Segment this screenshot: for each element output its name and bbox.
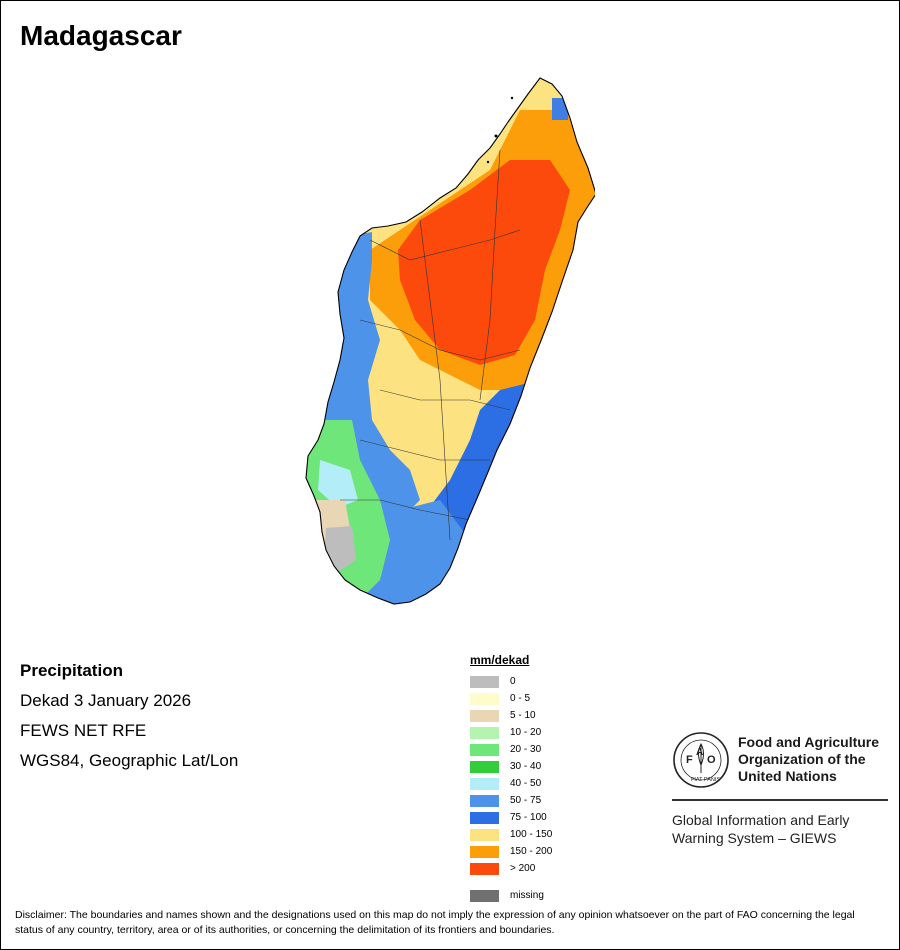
fao-motto: FIAT PANIS bbox=[691, 777, 720, 783]
svg-text:A: A bbox=[696, 747, 703, 758]
legend-title: mm/dekad bbox=[470, 653, 530, 667]
legend-swatch bbox=[470, 828, 499, 841]
legend-swatch bbox=[470, 862, 499, 875]
fao-name-line-3: United Nations bbox=[738, 768, 837, 784]
source-label: FEWS NET RFE bbox=[20, 721, 147, 740]
svg-text:F: F bbox=[686, 754, 693, 766]
legend-gap bbox=[470, 877, 552, 887]
legend-label: 20 - 30 bbox=[510, 744, 542, 755]
legend-item: 20 - 30 bbox=[470, 741, 552, 758]
legend-swatch bbox=[470, 726, 499, 739]
legend-swatch bbox=[470, 760, 499, 773]
map-info: Precipitation Dekad 3 January 2026 FEWS … bbox=[20, 656, 238, 776]
legend-label: 150 - 200 bbox=[510, 846, 553, 857]
legend-item: 75 - 100 bbox=[470, 809, 552, 826]
legend-swatch-missing bbox=[470, 889, 499, 902]
legend: mm/dekad 0 0 - 5 5 - 10 10 - 20 20 - 30 30 - … bbox=[470, 653, 552, 904]
legend-item: 10 - 20 bbox=[470, 724, 552, 741]
legend-swatch bbox=[470, 777, 499, 790]
legend-label: > 200 bbox=[510, 863, 536, 874]
legend-label: 50 - 75 bbox=[510, 795, 542, 806]
legend-swatch bbox=[470, 845, 499, 858]
fao-name-line-2: Organization of the bbox=[738, 751, 866, 767]
legend-label: 0 - 5 bbox=[510, 693, 531, 704]
legend-label-missing: missing bbox=[510, 890, 544, 901]
legend-swatch bbox=[470, 811, 499, 824]
legend-label: 0 bbox=[510, 676, 516, 687]
legend-swatch bbox=[470, 692, 499, 705]
legend-label: 40 - 50 bbox=[510, 778, 542, 789]
disclaimer: Disclaimer: The boundaries and names sho… bbox=[15, 909, 855, 936]
legend-item-missing: missing bbox=[470, 887, 552, 904]
legend-swatch bbox=[470, 794, 499, 807]
legend-item: 0 bbox=[470, 673, 552, 690]
giews-line-2: Warning System – GIEWS bbox=[672, 830, 837, 846]
madagascar-precipitation-map bbox=[305, 77, 595, 605]
giews-name: Global Information and Early Warning Sys… bbox=[672, 811, 888, 847]
legend-item: 0 - 5 bbox=[470, 690, 552, 707]
legend-item: > 200 bbox=[470, 860, 552, 877]
legend-item: 100 - 150 bbox=[470, 826, 552, 843]
fao-branding: F A O FIAT PANIS Food and Agriculture Or… bbox=[672, 731, 888, 847]
legend-swatch bbox=[470, 709, 499, 722]
legend-item: 150 - 200 bbox=[470, 843, 552, 860]
fao-name-line-1: Food and Agriculture bbox=[738, 734, 880, 750]
legend-item: 40 - 50 bbox=[470, 775, 552, 792]
legend-swatch bbox=[470, 743, 499, 756]
legend-item: 50 - 75 bbox=[470, 792, 552, 809]
fao-name: Food and Agriculture Organization of the… bbox=[738, 734, 879, 785]
legend-label: 100 - 150 bbox=[510, 829, 553, 840]
svg-text:O: O bbox=[707, 754, 716, 766]
fao-logo-icon: F A O FIAT PANIS bbox=[673, 732, 729, 788]
projection-label: WGS84, Geographic Lat/Lon bbox=[20, 751, 239, 770]
fao-divider bbox=[672, 799, 888, 801]
legend-label: 5 - 10 bbox=[510, 710, 536, 721]
map-title: Madagascar bbox=[20, 20, 182, 51]
period-label: Dekad 3 January 2026 bbox=[20, 691, 192, 710]
legend-label: 10 - 20 bbox=[510, 727, 542, 738]
legend-items: 0 0 - 5 5 - 10 10 - 20 20 - 30 30 - 40 40 - 50… bbox=[470, 673, 552, 877]
legend-item: 30 - 40 bbox=[470, 758, 552, 775]
legend-swatch bbox=[470, 675, 499, 688]
legend-label: 30 - 40 bbox=[510, 761, 542, 772]
legend-item: 5 - 10 bbox=[470, 707, 552, 724]
legend-label: 75 - 100 bbox=[510, 812, 547, 823]
variable-label: Precipitation bbox=[20, 661, 123, 680]
giews-line-1: Global Information and Early bbox=[672, 812, 850, 828]
